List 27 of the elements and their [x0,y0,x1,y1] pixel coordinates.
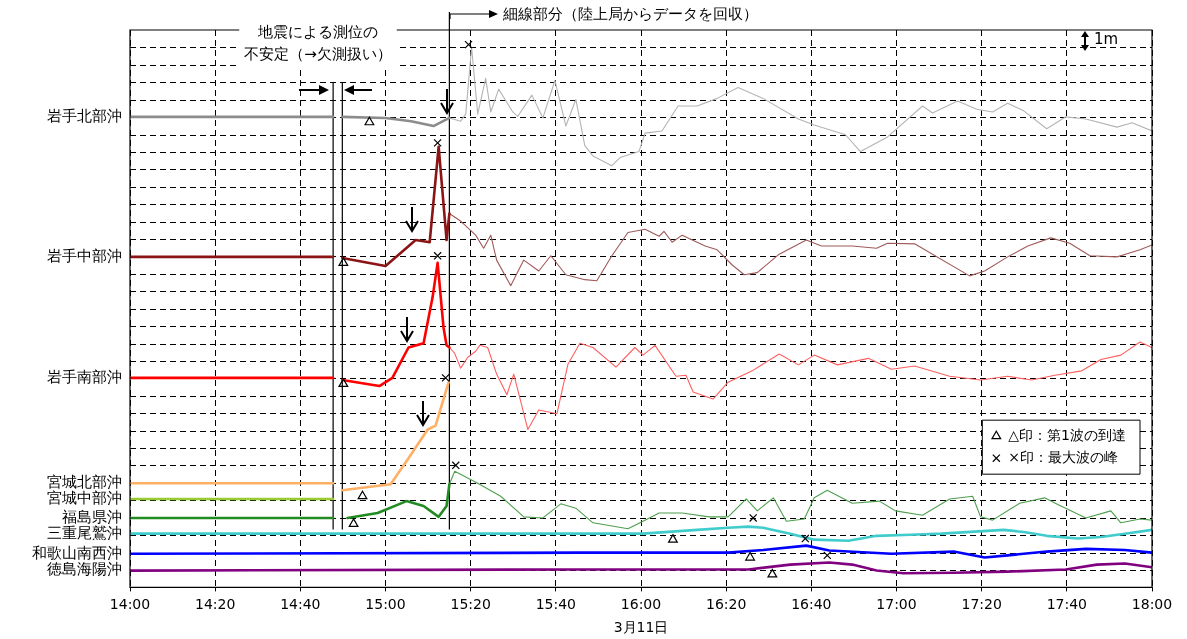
series-label: 岩手中部沖 [47,246,122,265]
x-tick-label: 18:00 [1131,596,1173,613]
series-label: 岩手南部沖 [47,367,122,386]
x-tick-label: 16:20 [705,596,747,613]
x-tick-label: 15:00 [365,596,406,613]
series-label: 徳島海陽沖 [47,560,122,579]
x-tick-label: 15:40 [535,596,577,613]
x-tick-label: 17:00 [876,596,917,613]
x-axis-title: 3月11日 [613,619,669,636]
series-label: 岩手北部沖 [47,106,122,125]
x-tick-label: 14:20 [194,596,236,613]
annotation: 1m [1094,29,1119,48]
series-label: 宮城中部沖 [47,488,122,507]
x-tick-label: 17:20 [961,596,1002,613]
x-tick-label: 16:40 [791,596,832,613]
series-label: 和歌山南西沖 [32,543,122,562]
ref-line-label: 細線部分（陸上局からデータを回収） [502,4,759,23]
series-label: 福島県沖 [62,507,122,526]
series-label: 三重尾鷲沖 [47,523,122,542]
x-tick-label: 17:40 [1046,596,1088,613]
x-tick-label: 14:00 [109,596,151,613]
x-tick-label: 16:00 [620,596,662,613]
x-tick-label: 15:20 [450,596,491,613]
legend-label: ×印：最大波の峰 [1008,448,1119,465]
legend-label: △印：第1波の到達 [1008,426,1127,443]
x-tick-label: 14:40 [280,596,321,613]
annotation: 地震による測位の不安定（→欠測扱い） [244,22,392,63]
